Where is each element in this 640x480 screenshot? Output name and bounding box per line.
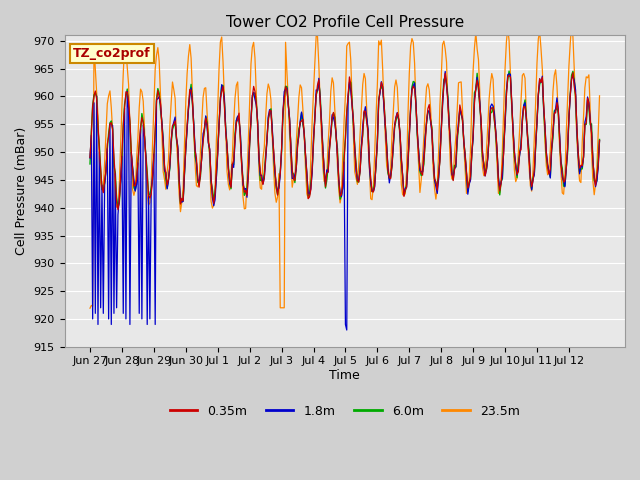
Y-axis label: Cell Pressure (mBar): Cell Pressure (mBar) — [15, 127, 28, 255]
Text: TZ_co2prof: TZ_co2prof — [73, 47, 150, 60]
Legend: 0.35m, 1.8m, 6.0m, 23.5m: 0.35m, 1.8m, 6.0m, 23.5m — [164, 400, 525, 423]
X-axis label: Time: Time — [330, 369, 360, 382]
Title: Tower CO2 Profile Cell Pressure: Tower CO2 Profile Cell Pressure — [226, 15, 464, 30]
